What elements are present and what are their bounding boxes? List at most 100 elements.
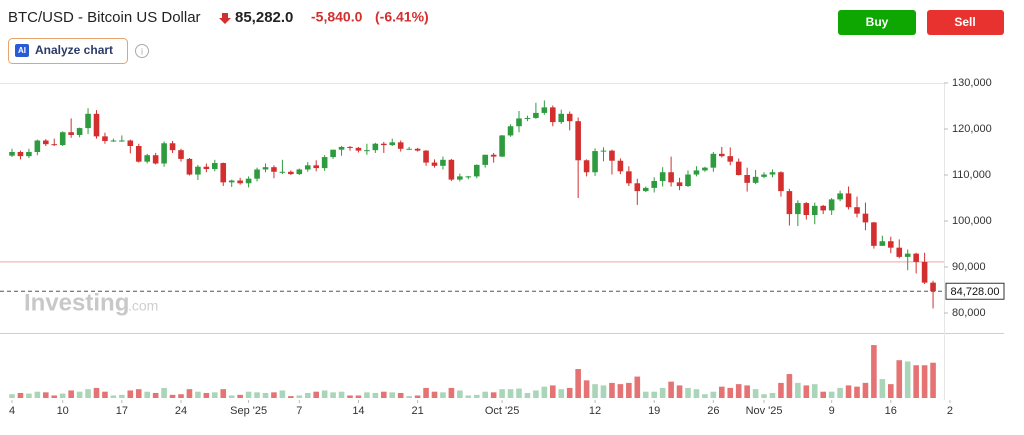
candle-body [482, 154, 488, 165]
candle-body [913, 253, 919, 262]
analyze-bg [8, 38, 128, 64]
volume-bar [482, 391, 488, 398]
candle-body [313, 165, 319, 169]
volume-bar [507, 389, 514, 398]
volume-bar [786, 374, 793, 398]
volume-bar [9, 394, 15, 398]
volume-bar [26, 393, 32, 398]
watermark: Investing [24, 289, 129, 316]
volume-bar [220, 389, 227, 398]
volume-bar [372, 392, 379, 398]
volume-bar [169, 394, 176, 398]
volume-bar [161, 387, 167, 398]
volume-bar [102, 391, 108, 398]
candle-body [693, 170, 700, 175]
candle-body [541, 107, 548, 113]
candle-body [102, 136, 108, 141]
candle-body [803, 203, 810, 216]
x-tick-label: 10 [57, 405, 69, 417]
candle-body [921, 261, 928, 283]
volume-bar [727, 387, 734, 398]
x-tick-label: 16 [885, 405, 897, 417]
volume-bar [592, 384, 598, 398]
candle-body [245, 178, 252, 184]
volume-bar [414, 395, 421, 398]
candle-body [59, 132, 66, 146]
candle-body [769, 172, 776, 175]
candle-body [135, 146, 142, 162]
candle-body [676, 182, 683, 187]
candle-body [271, 167, 277, 172]
volume-bar [735, 384, 742, 398]
volume-bar [837, 387, 843, 398]
candle-body [888, 241, 894, 248]
candle-body [321, 157, 328, 169]
x-tick-label: 4 [9, 405, 15, 417]
candle-body [152, 155, 159, 164]
volume-bar [566, 387, 573, 398]
candle-body [203, 166, 210, 170]
candle-body [871, 222, 877, 246]
candle-body [414, 148, 421, 151]
candle-body [465, 176, 472, 178]
volume-bar [203, 392, 210, 398]
sell-button[interactable]: Sell [927, 10, 1004, 35]
x-tick-label: 19 [648, 405, 660, 417]
candle-body [76, 128, 83, 135]
volume-bar [17, 392, 24, 398]
watermark-suffix: .com [128, 298, 158, 314]
candle-body [550, 107, 556, 123]
candle-body [617, 160, 624, 172]
volume-bar [364, 392, 370, 398]
info-icon[interactable] [135, 44, 149, 58]
volume-bar [752, 389, 759, 398]
candle-body [524, 117, 531, 119]
volume-bar [921, 365, 928, 398]
candle-body [51, 144, 58, 146]
candle-body [642, 187, 649, 192]
volume-bar [144, 391, 150, 398]
candle-body [9, 152, 15, 156]
volume-bar [135, 389, 142, 398]
volume-bar [51, 395, 58, 398]
info-i: i [141, 46, 143, 56]
candle-body [609, 150, 615, 161]
analyze-button[interactable]: AI Analyze chart [8, 38, 128, 64]
candle-body [744, 175, 750, 183]
candle-body [448, 159, 455, 180]
volume-bar [879, 379, 886, 398]
candle-body [85, 113, 91, 129]
candle-body [220, 163, 227, 183]
volume-bar [330, 392, 336, 398]
candle-body [423, 150, 429, 163]
volume-bar [516, 388, 522, 398]
volume-bar [397, 392, 404, 398]
candle-body [406, 148, 412, 150]
ai-badge-bg [15, 44, 29, 57]
x-tick-label: 21 [411, 405, 423, 417]
volume-bar [896, 360, 903, 398]
candle-body [651, 180, 657, 188]
volume-bar [389, 392, 396, 398]
candle-body [68, 132, 74, 135]
volume-bar [811, 384, 818, 398]
candle-body [583, 160, 590, 173]
volume-bar [93, 387, 100, 398]
candle-body [254, 169, 260, 179]
candle-body [719, 153, 725, 157]
volume-bar [558, 389, 565, 398]
volume-bar [465, 395, 472, 398]
x-tick-label: 24 [175, 405, 187, 417]
volume-bar [871, 345, 877, 398]
volume-bar [702, 394, 708, 398]
volume-bar [110, 395, 117, 398]
buy-button[interactable]: Buy [838, 10, 916, 35]
candle-body [575, 121, 581, 161]
volume-bar [355, 395, 362, 398]
candle-body [161, 143, 167, 164]
candle-body [212, 163, 218, 170]
x-tick-label: 7 [296, 405, 302, 417]
candle-body [144, 155, 150, 162]
candle-body [702, 167, 708, 171]
